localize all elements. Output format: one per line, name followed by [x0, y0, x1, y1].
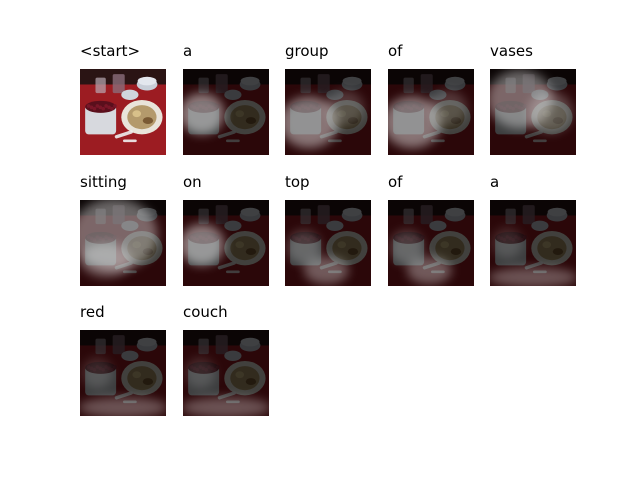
attention-blob [80, 397, 166, 416]
attention-heatmap-image [388, 200, 474, 286]
attention-heatmap-image [183, 330, 269, 416]
attention-heatmap-image [183, 69, 269, 155]
attention-blob [183, 397, 269, 416]
token-label: of [388, 42, 403, 60]
attention-heatmap-image [80, 69, 166, 155]
attention-heatmap-image [285, 200, 371, 286]
attention-blob [406, 256, 452, 285]
token-label: top [285, 173, 310, 191]
attention-blob [388, 96, 442, 149]
token-label: a [490, 173, 500, 191]
attention-blob [183, 93, 225, 135]
token-label: a [183, 42, 193, 60]
attention-blob [184, 357, 216, 389]
attention-blob [429, 90, 468, 125]
attention-blob [285, 96, 339, 149]
attention-blob [286, 230, 322, 265]
token-label: <start> [80, 42, 141, 60]
attention-heatmap-image [285, 69, 371, 155]
token-label: on [183, 173, 202, 191]
attention-blob [183, 224, 225, 266]
token-label: red [80, 303, 105, 321]
attention-heatmap-image [183, 200, 269, 286]
attention-heatmap-image [80, 200, 166, 286]
attention-blob [389, 230, 425, 265]
attention-heatmap-image [80, 330, 166, 416]
attention-heatmap-image [490, 200, 576, 286]
attention-heatmap-image [490, 69, 576, 155]
token-label: vases [490, 42, 533, 60]
token-label: couch [183, 303, 228, 321]
attention-blob [80, 243, 132, 278]
token-label: of [388, 173, 403, 191]
attention-blob [491, 227, 523, 259]
attention-blob [81, 357, 113, 389]
attention-heatmap-image [388, 69, 474, 155]
attention-blob [326, 90, 365, 125]
attention-blob [527, 91, 573, 133]
token-label: group [285, 42, 329, 60]
token-label: sitting [80, 173, 127, 191]
attention-blob [490, 267, 576, 286]
attention-blob [303, 256, 349, 285]
